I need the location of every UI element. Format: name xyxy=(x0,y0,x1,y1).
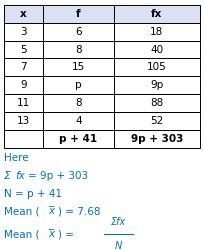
Bar xyxy=(4,58,43,76)
Bar xyxy=(43,23,114,40)
Text: Mean (: Mean ( xyxy=(4,206,40,216)
Bar xyxy=(114,112,200,130)
Bar xyxy=(114,40,200,58)
Bar xyxy=(43,94,114,112)
Text: = 9p + 303: = 9p + 303 xyxy=(28,171,88,181)
Text: 88: 88 xyxy=(150,98,163,108)
Bar xyxy=(43,112,114,130)
Text: Σ: Σ xyxy=(4,171,11,181)
Text: N = p + 41: N = p + 41 xyxy=(4,188,62,198)
Text: ) = 7.68: ) = 7.68 xyxy=(58,206,101,216)
Text: p + 41: p + 41 xyxy=(59,134,98,143)
Text: x: x xyxy=(20,9,27,19)
Text: Here: Here xyxy=(4,153,29,163)
Bar xyxy=(114,23,200,40)
Text: 9p: 9p xyxy=(150,80,163,90)
Text: p: p xyxy=(75,80,82,90)
Bar xyxy=(4,5,43,23)
Text: 3: 3 xyxy=(20,27,27,37)
Text: fx: fx xyxy=(15,171,25,181)
Text: Mean (: Mean ( xyxy=(4,229,40,239)
Bar xyxy=(4,23,43,40)
Text: ) =: ) = xyxy=(58,229,74,239)
Bar xyxy=(4,76,43,94)
Text: 8: 8 xyxy=(75,44,82,54)
Text: 4: 4 xyxy=(75,116,82,126)
Bar xyxy=(114,76,200,94)
Text: 13: 13 xyxy=(17,116,30,126)
Bar xyxy=(4,130,43,148)
Text: 18: 18 xyxy=(150,27,163,37)
Bar xyxy=(4,112,43,130)
Bar xyxy=(43,130,114,148)
Bar xyxy=(43,40,114,58)
Text: 15: 15 xyxy=(72,62,85,72)
Bar xyxy=(4,40,43,58)
Bar xyxy=(43,58,114,76)
Text: x̅: x̅ xyxy=(48,206,54,216)
Bar xyxy=(114,130,200,148)
Text: 8: 8 xyxy=(75,98,82,108)
Text: f: f xyxy=(76,9,81,19)
Text: x̅: x̅ xyxy=(48,229,54,239)
Text: Σfx: Σfx xyxy=(111,217,126,227)
Bar xyxy=(114,94,200,112)
Bar xyxy=(114,58,200,76)
Bar xyxy=(43,5,114,23)
Text: 9: 9 xyxy=(20,80,27,90)
Text: fx: fx xyxy=(151,9,163,19)
Bar xyxy=(114,5,200,23)
Text: 40: 40 xyxy=(150,44,163,54)
Bar xyxy=(4,94,43,112)
Text: 105: 105 xyxy=(147,62,167,72)
Text: 52: 52 xyxy=(150,116,163,126)
Text: 5: 5 xyxy=(20,44,27,54)
Text: 6: 6 xyxy=(75,27,82,37)
Text: 7: 7 xyxy=(20,62,27,72)
Text: 9p + 303: 9p + 303 xyxy=(131,134,183,143)
Text: N: N xyxy=(115,241,122,250)
Text: 11: 11 xyxy=(17,98,30,108)
Bar xyxy=(43,76,114,94)
